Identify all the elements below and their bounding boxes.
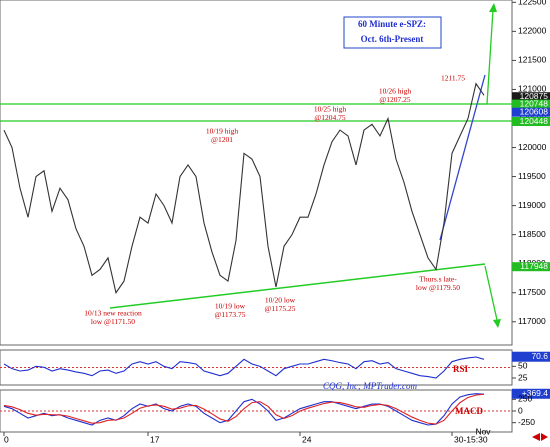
y-tick-label: 122500 (518, 0, 547, 7)
price-line (3, 82, 485, 295)
annotation: @1207.25 (379, 95, 411, 104)
annotation: @1175.25 (264, 304, 295, 313)
y-tick-label: 119500 (518, 171, 546, 181)
scroll-arrow-right[interactable] (541, 433, 548, 441)
macd-line (3, 393, 485, 426)
y-tick-label: 120000 (518, 142, 547, 152)
y-tick-label: 0 (518, 405, 523, 415)
annotation: @1173.75 (214, 310, 245, 319)
annotation: 10/25 high (314, 105, 347, 114)
chart-subtitle: Oct. 6th-Present (361, 34, 424, 44)
annotation: 10/13 new reaction (84, 309, 142, 318)
arrow-up-head (489, 3, 497, 12)
panel-label: RSI (453, 364, 469, 374)
up-trend-line (439, 74, 486, 241)
rsi-line (3, 356, 485, 379)
annotation: @1204.75 (314, 113, 346, 122)
x-tick-label: 17 (150, 434, 160, 444)
y-tick-label: 121000 (518, 84, 547, 94)
price-panel (0, 0, 513, 346)
annotation: 10/26 high (379, 87, 412, 96)
price-marker (512, 262, 550, 272)
price-marker-label: 120748 (520, 98, 549, 108)
y-tick-label: 122000 (518, 26, 547, 36)
y-tick-label: +369.4 (522, 388, 549, 398)
annotation: 10/20 low (265, 296, 296, 305)
annotation: @1201 (211, 135, 233, 144)
price-marker-label: 120875 (520, 91, 549, 101)
price-marker-label: 120608 (520, 106, 549, 116)
y-tick-label: 70.6 (531, 351, 548, 361)
price-marker-label: 117948 (520, 261, 548, 271)
x-tick-label: 30-15:30 (454, 434, 488, 444)
arrow-down (484, 265, 498, 321)
y-tick-label: 119000 (518, 200, 546, 210)
trend-line (109, 263, 486, 309)
y-tick-label: -250 (518, 417, 535, 427)
scroll-arrow-left[interactable] (532, 433, 540, 441)
watermark: CQG, Inc; MPTrader.com (323, 381, 417, 391)
annotation: 1211.75 (441, 74, 465, 83)
value-box (512, 351, 550, 362)
arrow-up (477, 9, 494, 105)
price-marker-label: 120448 (520, 116, 549, 126)
arrow-down-head (493, 319, 501, 328)
x-tick-label: 0 (4, 434, 9, 444)
price-marker (512, 92, 550, 102)
annotation: 10/19 low (215, 302, 246, 311)
annotation: low @1179.50 (416, 283, 460, 292)
y-tick-label: 25 (518, 372, 528, 382)
y-tick-label: 118500 (518, 229, 546, 239)
annotation: 10/19 high (206, 127, 239, 136)
y-tick-label: 50 (518, 361, 528, 371)
y-tick-label: 121500 (518, 55, 547, 65)
chart-title: 60 Minute e-SPZ: (358, 19, 426, 29)
price-marker (512, 107, 550, 117)
x-tick-label: Nov (475, 426, 491, 436)
title-box (343, 16, 442, 49)
value-box (512, 388, 550, 399)
price-marker (512, 117, 550, 127)
annotation: Thurs.s late- (419, 275, 457, 284)
y-tick-label: 117000 (518, 316, 546, 326)
panel-label: MACD (455, 406, 483, 416)
y-tick-label: 117500 (518, 287, 546, 297)
annotation: low @1171.50 (91, 317, 135, 326)
macd-line (3, 393, 485, 425)
price-marker (512, 99, 550, 109)
y-tick-label: 250 (518, 394, 532, 404)
x-tick-label: 24 (302, 434, 312, 444)
